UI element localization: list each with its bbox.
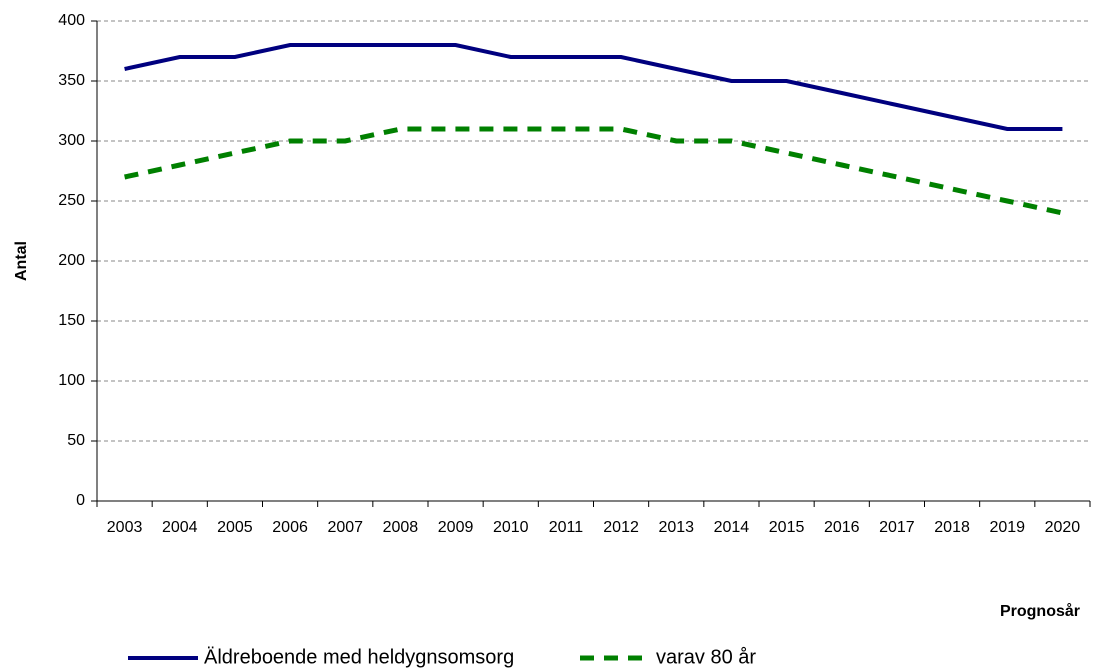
x-tick-label: 2008 (383, 519, 419, 536)
y-tick-label: 0 (76, 492, 85, 509)
x-tick-label: 2010 (493, 519, 529, 536)
series-line (124, 43, 1063, 131)
y-tick-label: 200 (58, 252, 85, 269)
legend-label: varav 80 år (656, 646, 756, 668)
x-tick-label: 2015 (769, 519, 805, 536)
x-tick-label: 2017 (879, 519, 915, 536)
x-tick-label: 2014 (714, 519, 750, 536)
x-tick-label: 2020 (1045, 519, 1081, 536)
y-tick-label: 100 (58, 372, 85, 389)
series-line (124, 126, 1063, 216)
x-tick-label: 2006 (272, 519, 308, 536)
x-tick-label: 2009 (438, 519, 474, 536)
y-tick-label: 300 (58, 132, 85, 149)
y-tick-label: 150 (58, 312, 85, 329)
x-tick-label: 2007 (327, 519, 363, 536)
y-tick-label: 350 (58, 72, 85, 89)
legend-label: Äldreboende med heldygnsomsorg (204, 646, 514, 668)
x-tick-label: 2005 (217, 519, 253, 536)
y-tick-label: 50 (67, 432, 85, 449)
x-tick-label: 2013 (658, 519, 694, 536)
x-tick-label: 2003 (107, 519, 143, 536)
x-tick-label: 2012 (603, 519, 639, 536)
x-tick-label: 2019 (989, 519, 1025, 536)
x-tick-label: 2018 (934, 519, 970, 536)
y-tick-label: 250 (58, 192, 85, 209)
x-axis-title: Prognosår (1000, 602, 1080, 620)
x-tick-label: 2016 (824, 519, 860, 536)
y-tick-label: 400 (58, 12, 85, 29)
y-axis-title: Antal (13, 241, 30, 281)
x-tick-label: 2011 (549, 519, 584, 536)
x-tick-label: 2004 (162, 519, 198, 536)
